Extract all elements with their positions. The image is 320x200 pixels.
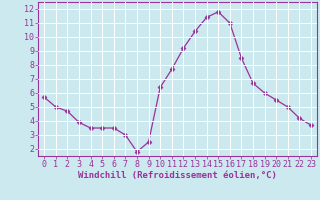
X-axis label: Windchill (Refroidissement éolien,°C): Windchill (Refroidissement éolien,°C) [78,171,277,180]
